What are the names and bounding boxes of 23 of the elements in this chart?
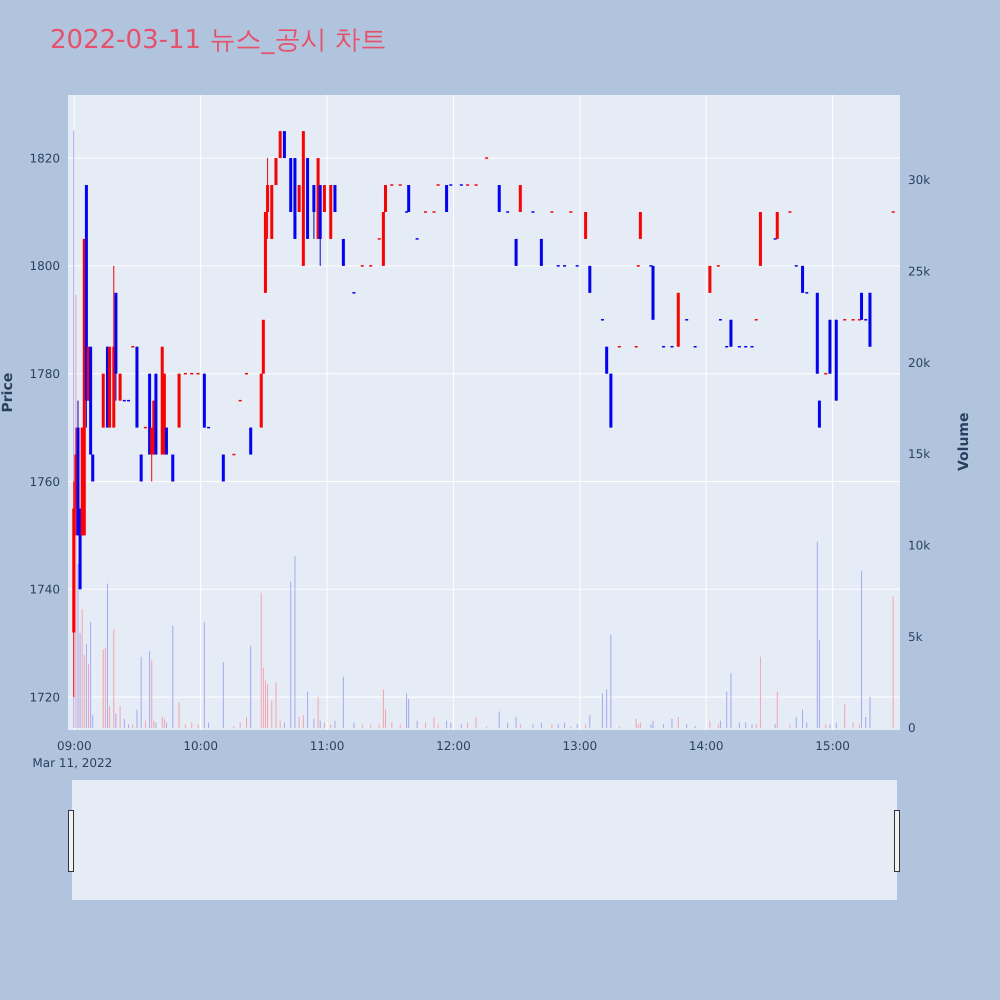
- x-tick-label: 12:00: [436, 739, 471, 753]
- y2-tick-label: 20k: [908, 356, 930, 370]
- x-tick-label: 13:00: [562, 739, 598, 753]
- x-tick-label: 10:00: [183, 739, 218, 753]
- y2-tick-label: 0: [908, 721, 916, 736]
- y-tick-label: 1720: [29, 690, 60, 704]
- y2-tick-label: 10k: [908, 538, 930, 553]
- y-tick-label: 1760: [29, 474, 60, 489]
- y2-tick-label: 15k: [908, 447, 930, 462]
- chart-title: 2022-03-11 뉴스_공시 차트: [50, 24, 387, 57]
- y-tick-label: 1820: [29, 151, 60, 166]
- x-tick-label: 15:00: [815, 739, 850, 753]
- y2-tick-label: 5k: [908, 630, 923, 644]
- x-tick-label: 09:00 Mar 11, 2022: [32, 739, 112, 770]
- x-tick-label: 14:00: [688, 739, 724, 753]
- x-tick-label: 11:00: [310, 739, 344, 753]
- y2-tick-label: 30k: [908, 173, 930, 188]
- y-axis-title: Price: [0, 372, 16, 412]
- y-tick-label: 1780: [29, 366, 60, 381]
- y2-axis-title: Volume: [956, 412, 972, 472]
- y-tick-label: 1800: [29, 259, 60, 274]
- y2-tick-label: 25k: [908, 264, 930, 278]
- y-tick-label: 1740: [29, 582, 60, 597]
